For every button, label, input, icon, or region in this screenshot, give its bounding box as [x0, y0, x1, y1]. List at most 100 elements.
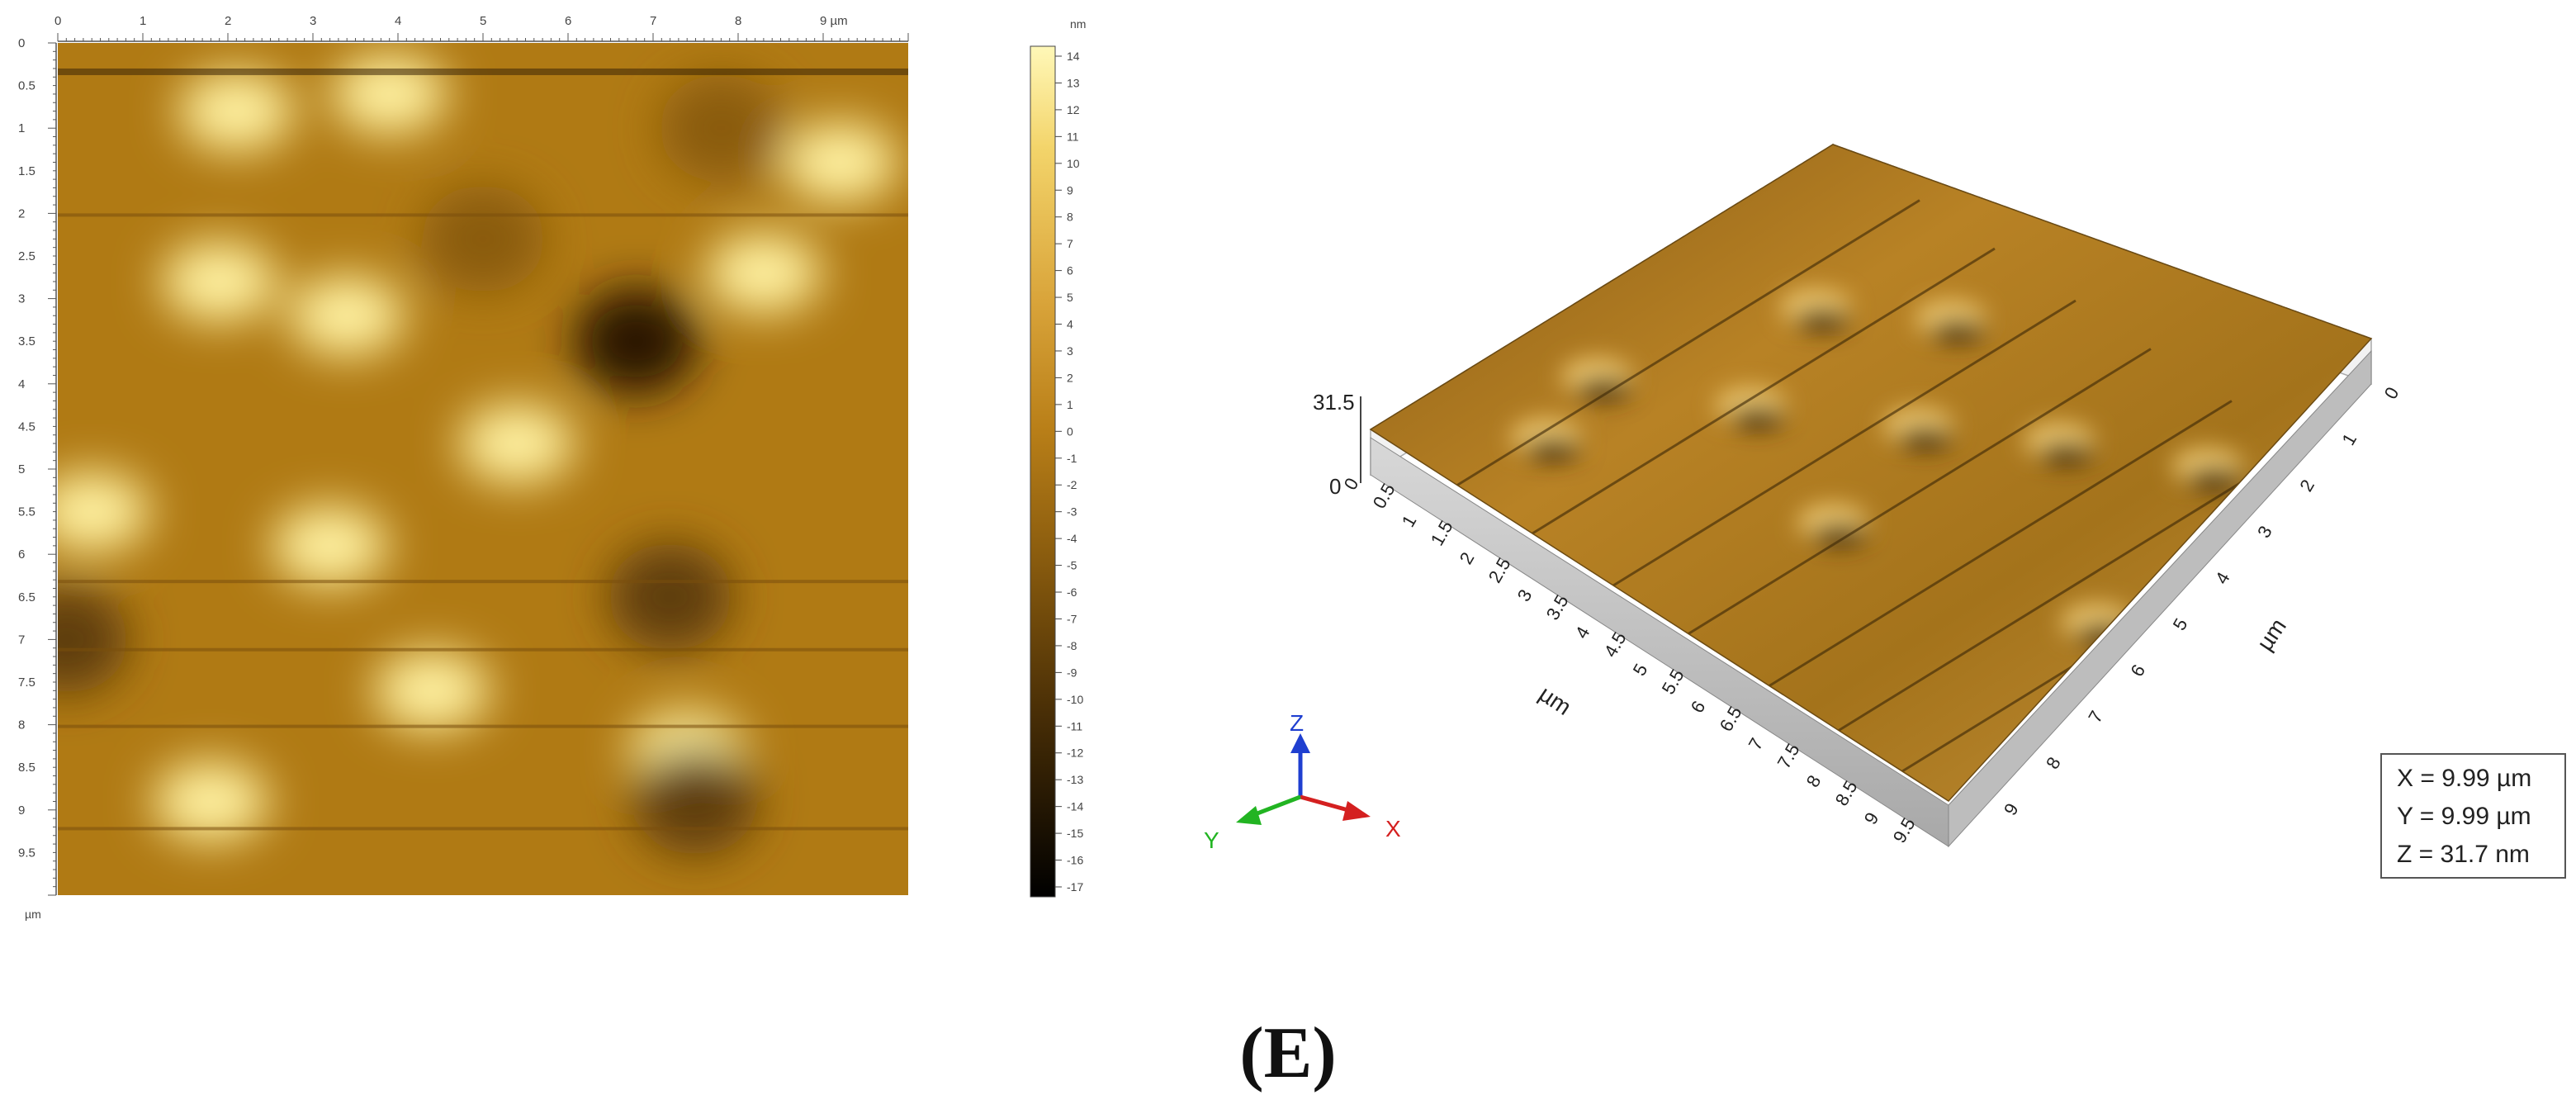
- surface-bump-shadow: [1811, 523, 1868, 547]
- surface-x-tick-label: 3: [1513, 585, 1537, 604]
- surface-bump-shadow: [1929, 319, 1986, 343]
- bright-spot: [459, 404, 575, 484]
- triad-y-axis: [1250, 794, 1301, 818]
- surface-y-tick-label: 7: [2084, 707, 2107, 726]
- z-tick-label: 0: [1329, 474, 1341, 499]
- colorbar-gradient: [1030, 45, 1056, 898]
- dark-spot: [574, 287, 698, 396]
- surface-x-tick-label: 6: [1687, 697, 1710, 716]
- y-tick-label: 1.5: [18, 164, 36, 178]
- colorbar-tick-label: 10: [1067, 157, 1080, 170]
- y-tick-label: 6.5: [18, 590, 36, 604]
- colorbar-tick-label: -5: [1067, 559, 1077, 572]
- x-tick-label: 7: [650, 14, 656, 28]
- surface-bump-shadow: [1896, 426, 1953, 450]
- colorbar-tick-label: -17: [1067, 880, 1083, 894]
- surface-bump-shadow: [1524, 437, 1581, 461]
- dimensions-box: X = 9.99 µm Y = 9.99 µm Z = 31.7 nm: [2380, 753, 2566, 879]
- colorbar-tick-label: 6: [1067, 264, 1073, 277]
- colorbar-tick-label: 3: [1067, 344, 1073, 358]
- bright-spot: [178, 71, 295, 151]
- colorbar-tick-label: -3: [1067, 505, 1077, 519]
- x-tick-label: 5: [480, 14, 486, 28]
- dimension-z: Z = 31.7 nm: [2397, 841, 2530, 868]
- y-tick-label: 3: [18, 292, 25, 306]
- dark-spot: [608, 543, 732, 651]
- x-tick-label: 8: [735, 14, 741, 28]
- y-tick-label: 9: [18, 803, 25, 818]
- colorbar-tick-label: 9: [1067, 183, 1073, 197]
- scan-streak: [58, 580, 908, 584]
- surface-top: [1371, 145, 2371, 801]
- colorbar-tick-label: 14: [1067, 50, 1080, 63]
- colorbar-tick-label: -15: [1067, 827, 1083, 840]
- colorbar-tick-label: -6: [1067, 585, 1077, 599]
- surface-bump-shadow: [1729, 405, 1786, 429]
- bright-spot: [782, 122, 898, 202]
- colorbar-tick-label: -12: [1067, 747, 1083, 760]
- dark-spot: [421, 185, 545, 293]
- colorbar-tick-label: -11: [1067, 719, 1082, 732]
- front-side-right: [1948, 349, 2372, 848]
- surface-x-tick-label: 4: [1571, 623, 1594, 642]
- dark-spot: [58, 585, 129, 694]
- surface-bump-shadow: [1794, 308, 1850, 331]
- surface-groove: [1532, 247, 1996, 535]
- surface-y-tick-label: 1: [2337, 429, 2361, 448]
- x-tick-label: 1: [140, 14, 146, 28]
- surface-grooves: [1456, 199, 2365, 773]
- y-tick-label: 9.5: [18, 846, 36, 860]
- surface-groove: [1456, 199, 1920, 486]
- colorbar-tick-label: -1: [1067, 452, 1077, 465]
- colorbar-tick-label: -16: [1067, 854, 1083, 867]
- surface-y-tick-label: 9: [2000, 799, 2023, 818]
- bright-spot: [374, 651, 490, 731]
- colorbar-tick-label: 0: [1067, 424, 1073, 438]
- triad-x-arrowhead: [1342, 801, 1371, 821]
- colorbar-tick-label: 2: [1067, 371, 1073, 384]
- triad-x-axis: [1300, 794, 1355, 814]
- x-tick-label: 6: [565, 14, 571, 28]
- bright-spot: [58, 472, 150, 552]
- surface-y-tick-label: 6: [2126, 661, 2149, 680]
- scan-streak: [58, 68, 908, 75]
- scan-line-streaks: [58, 68, 908, 831]
- surface-y-tick-label: 2: [2295, 476, 2318, 495]
- y-tick-label: 0: [18, 36, 25, 50]
- y-tick-label: 8: [18, 718, 25, 732]
- surface-x-tick-label: 5: [1629, 660, 1652, 679]
- bright-spot: [272, 505, 388, 585]
- y-tick-label: 7: [18, 633, 25, 647]
- y-tick-label: 1: [18, 121, 25, 135]
- surface-groove: [1838, 444, 2302, 732]
- scan-streak: [58, 213, 908, 217]
- colorbar-tick-label: -14: [1067, 800, 1083, 813]
- y-tick-label: 7.5: [18, 675, 36, 690]
- colorbar-tick-label: -7: [1067, 612, 1077, 625]
- triad-y-label: Y: [1204, 827, 1219, 853]
- surface-x-tick-label: 9: [1860, 808, 1883, 827]
- colorbar-tick-label: 11: [1067, 130, 1079, 143]
- dark-spot: [659, 74, 784, 182]
- surface-y-tick-label: 0: [2380, 383, 2403, 402]
- colorbar-tick-label: 4: [1067, 318, 1073, 331]
- colorbar-tick-label: 1: [1067, 398, 1073, 411]
- colorbar-tick-label: -2: [1067, 478, 1077, 491]
- colorbar-tick-label: -8: [1067, 639, 1077, 652]
- triad-x-label: X: [1385, 816, 1401, 841]
- surface-y-tick-label: 8: [2042, 753, 2065, 772]
- colorbar-tick-label: -4: [1067, 532, 1077, 545]
- y-axis-unit-label: µm: [25, 908, 41, 921]
- scan-streak: [58, 647, 908, 652]
- figure-label: (E): [1239, 1013, 1337, 1093]
- surface-bump-shadow: [1575, 377, 1632, 401]
- x-axis-unit-label: µm: [1535, 680, 1576, 720]
- scan-streak: [58, 724, 908, 728]
- x-tick-label: 3: [310, 14, 316, 28]
- y-tick-label: 2: [18, 206, 25, 220]
- surface-bump-shadow: [2185, 467, 2242, 491]
- triad-z-label: Z: [1290, 710, 1304, 736]
- y-axis-unit-label: µm: [2252, 614, 2291, 655]
- surface-groove: [1612, 299, 2076, 587]
